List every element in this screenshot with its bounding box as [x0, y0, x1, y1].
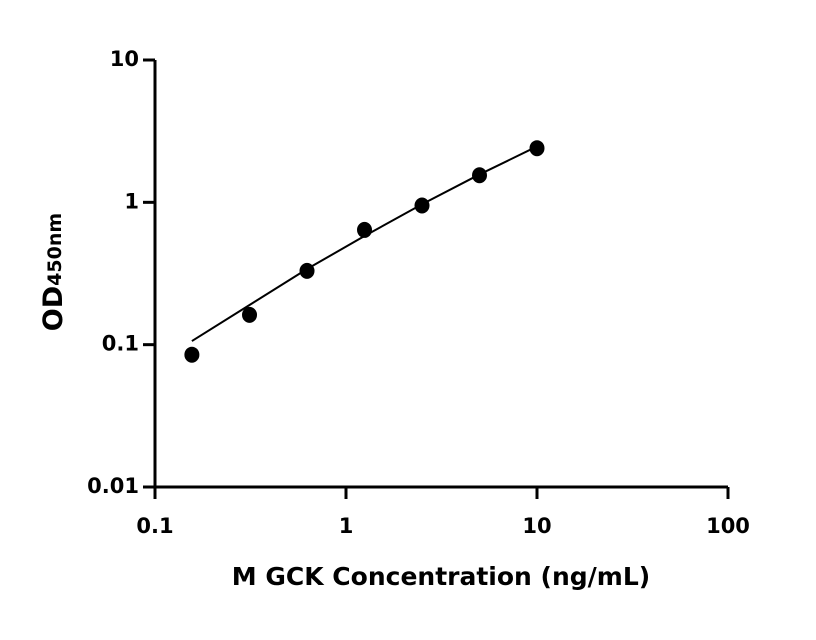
- data-point: [529, 140, 545, 157]
- y-tick-label: 10: [110, 47, 139, 71]
- data-point: [184, 346, 200, 363]
- y-tick-label: 0.1: [102, 332, 139, 356]
- y-tick-label: 1: [124, 189, 139, 213]
- x-tick-label: 100: [706, 514, 750, 538]
- y-axis-label-main: OD: [38, 286, 69, 331]
- fit-curve: [191, 145, 538, 342]
- y-tick-label: 0.01: [87, 474, 139, 498]
- y-axis-label-sub: 450nm: [44, 213, 66, 286]
- x-tick-label: 10: [522, 514, 551, 538]
- data-point: [242, 306, 258, 323]
- x-tick-label: 1: [339, 514, 354, 538]
- y-axis-label: OD450nm: [38, 213, 69, 331]
- x-axis-label: M GCK Concentration (ng/mL): [232, 562, 650, 591]
- data-point: [414, 197, 430, 214]
- x-tick-label: 0.1: [136, 514, 173, 538]
